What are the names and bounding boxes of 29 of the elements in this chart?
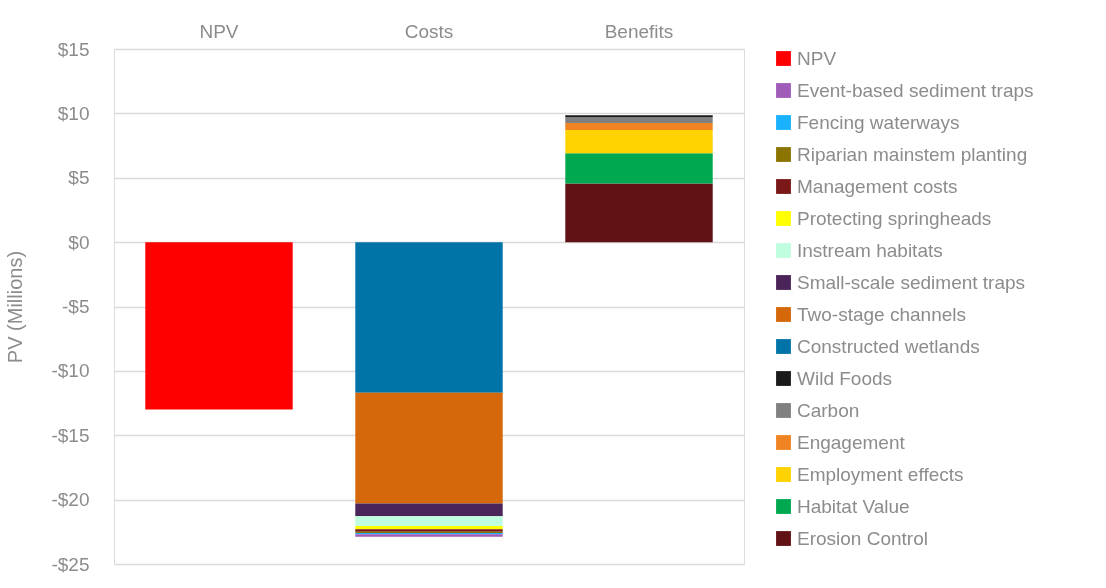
x-tick-label: Costs — [404, 20, 454, 42]
legend-label: Two-stage channels — [797, 303, 966, 325]
legend-label: Constructed wetlands — [797, 335, 980, 357]
legend-label: Fencing waterways — [797, 111, 960, 133]
legend-label: Management costs — [797, 175, 958, 197]
y-tick-label: -$25 — [51, 553, 90, 575]
legend-label: Wild Foods — [797, 367, 893, 389]
y-tick-label: $0 — [68, 231, 90, 253]
legend-label: Employment effects — [797, 463, 964, 485]
legend-label: Protecting springheads — [797, 207, 992, 229]
x-tick-label: NPV — [199, 20, 239, 42]
legend-label: NPV — [797, 47, 837, 69]
legend-label: Instream habitats — [797, 239, 943, 261]
y-tick-label: $10 — [57, 102, 90, 124]
legend-label: Event-based sediment traps — [797, 79, 1034, 101]
y-tick-label: -$10 — [51, 360, 90, 382]
y-tick-label: -$20 — [51, 489, 90, 511]
legend-label: Carbon — [797, 399, 860, 421]
legend-label: Riparian mainstem planting — [797, 143, 1028, 165]
y-tick-label: $5 — [68, 167, 90, 189]
y-tick-label: -$5 — [62, 296, 90, 317]
legend-label: Small-scale sediment traps — [797, 271, 1026, 293]
legend-label: Engagement — [797, 431, 906, 453]
y-axis-title: PV (Millions) — [4, 250, 27, 364]
legend-label: Habitat Value — [797, 495, 910, 517]
legend-label: Erosion Control — [797, 527, 928, 549]
x-tick-label: Benefits — [604, 20, 674, 42]
y-tick-label: -$15 — [51, 424, 90, 446]
y-tick-label: $15 — [57, 38, 90, 60]
